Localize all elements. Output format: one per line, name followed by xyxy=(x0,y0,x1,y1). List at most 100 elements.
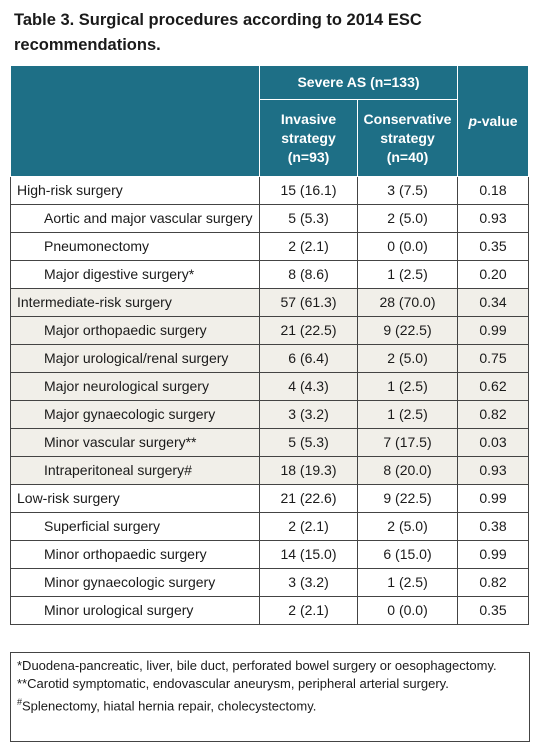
table-footnote: *Duodena-pancreatic, liver, bile duct, p… xyxy=(10,652,530,742)
table-row: Pneumonectomy 2 (2.1) 0 (0.0) 0.35 xyxy=(10,232,529,261)
conservative-value: 2 (5.0) xyxy=(357,204,458,233)
row-label: Intraperitoneal surgery# xyxy=(10,456,260,485)
row-label: Major gynaecologic surgery xyxy=(10,400,260,429)
invasive-value: 3 (3.2) xyxy=(259,568,358,597)
table-body: High-risk surgery 15 (16.1) 3 (7.5) 0.18 Aor… xyxy=(10,176,529,625)
p-value: 0.34 xyxy=(457,288,529,317)
header-conservative-line1: Conservative xyxy=(363,110,452,127)
p-value-suffix: -value xyxy=(477,112,518,129)
surgical-procedures-table: Severe AS (n=133) p-value Invasive strat… xyxy=(10,65,529,625)
row-label: Low-risk surgery xyxy=(10,484,260,513)
conservative-value: 3 (7.5) xyxy=(357,176,458,205)
table-row: Major gynaecologic surgery 3 (3.2) 1 (2.5)… xyxy=(10,400,529,429)
row-label: Major digestive surgery* xyxy=(10,260,260,289)
invasive-value: 18 (19.3) xyxy=(259,456,358,485)
table-row: Minor gynaecologic surgery 3 (3.2) 1 (2.5)… xyxy=(10,568,529,597)
invasive-value: 14 (15.0) xyxy=(259,540,358,569)
table-row: Minor orthopaedic surgery 14 (15.0) 6 (15.… xyxy=(10,540,529,569)
p-value: 0.38 xyxy=(457,512,529,541)
invasive-value: 5 (5.3) xyxy=(259,428,358,457)
header-p-value: p-value xyxy=(457,65,529,177)
header-conservative-strategy: Conservative strategy (n=40) xyxy=(357,99,458,177)
p-value: 0.99 xyxy=(457,540,529,569)
row-label: Aortic and major vascular surgery xyxy=(10,204,260,233)
table-row: Major digestive surgery* 8 (8.6) 1 (2.5) 0.… xyxy=(10,260,529,289)
table-row: Major neurological surgery 4 (4.3) 1 (2.5)… xyxy=(10,372,529,401)
p-value: 0.82 xyxy=(457,568,529,597)
conservative-value: 0 (0.0) xyxy=(357,232,458,261)
p-value: 0.20 xyxy=(457,260,529,289)
row-label: Intermediate-risk surgery xyxy=(10,288,260,317)
p-value: 0.93 xyxy=(457,456,529,485)
table-row: Aortic and major vascular surgery 5 (5.3)… xyxy=(10,204,529,233)
table-row: Intermediate-risk surgery 57 (61.3) 28 (70… xyxy=(10,288,529,317)
conservative-value: 0 (0.0) xyxy=(357,596,458,625)
invasive-value: 3 (3.2) xyxy=(259,400,358,429)
invasive-value: 2 (2.1) xyxy=(259,596,358,625)
footnote-part1: *Duodena-pancreatic, liver, bile duct, p… xyxy=(17,658,497,691)
footnote-hash-mark: # xyxy=(17,697,23,707)
conservative-value: 1 (2.5) xyxy=(357,260,458,289)
table-row: Low-risk surgery 21 (22.6) 9 (22.5) 0.99 xyxy=(10,484,529,513)
invasive-value: 5 (5.3) xyxy=(259,204,358,233)
p-value: 0.62 xyxy=(457,372,529,401)
header-blank-cell xyxy=(10,65,260,177)
row-label: Major urological/renal surgery xyxy=(10,344,260,373)
table-row: Minor vascular surgery** 5 (5.3) 7 (17.5) 0… xyxy=(10,428,529,457)
invasive-value: 8 (8.6) xyxy=(259,260,358,289)
table-row: Minor urological surgery 2 (2.1) 0 (0.0) 0.… xyxy=(10,596,529,625)
p-value: 0.35 xyxy=(457,596,529,625)
header-conservative-line3: (n=40) xyxy=(386,148,429,165)
row-label: Minor orthopaedic surgery xyxy=(10,540,260,569)
table-row: Superficial surgery 2 (2.1) 2 (5.0) 0.38 xyxy=(10,512,529,541)
p-value: 0.99 xyxy=(457,316,529,345)
p-value: 0.03 xyxy=(457,428,529,457)
conservative-value: 7 (17.5) xyxy=(357,428,458,457)
p-value: 0.93 xyxy=(457,204,529,233)
footnote-part2: Splenectomy, hiatal hernia repair, chole… xyxy=(22,698,317,714)
table-row: Intraperitoneal surgery# 18 (19.3) 8 (20.0… xyxy=(10,456,529,485)
conservative-value: 9 (22.5) xyxy=(357,484,458,513)
header-invasive-line1: Invasive xyxy=(280,110,337,127)
conservative-value: 9 (22.5) xyxy=(357,316,458,345)
conservative-value: 1 (2.5) xyxy=(357,372,458,401)
table-caption: Table 3. Surgical procedures according t… xyxy=(14,11,422,54)
conservative-value: 1 (2.5) xyxy=(357,568,458,597)
conservative-value: 8 (20.0) xyxy=(357,456,458,485)
header-conservative-line2: strategy xyxy=(380,129,435,146)
table-row: Major urological/renal surgery 6 (6.4) 2 (… xyxy=(10,344,529,373)
row-label: Major orthopaedic surgery xyxy=(10,316,260,345)
header-invasive-strategy: Invasive strategy (n=93) xyxy=(259,99,358,177)
header-group-severe-as: Severe AS (n=133) xyxy=(259,65,458,100)
p-value: 0.75 xyxy=(457,344,529,373)
table-row: High-risk surgery 15 (16.1) 3 (7.5) 0.18 xyxy=(10,176,529,205)
p-value: 0.35 xyxy=(457,232,529,261)
conservative-value: 2 (5.0) xyxy=(357,512,458,541)
invasive-value: 57 (61.3) xyxy=(259,288,358,317)
conservative-value: 1 (2.5) xyxy=(357,400,458,429)
row-label: Minor vascular surgery** xyxy=(10,428,260,457)
conservative-value: 28 (70.0) xyxy=(357,288,458,317)
p-value: 0.18 xyxy=(457,176,529,205)
row-label: Major neurological surgery xyxy=(10,372,260,401)
header-invasive-line2: strategy xyxy=(281,129,336,146)
row-label: Minor urological surgery xyxy=(10,596,260,625)
table-row: Major orthopaedic surgery 21 (22.5) 9 (22.… xyxy=(10,316,529,345)
p-value: 0.82 xyxy=(457,400,529,429)
row-label: High-risk surgery xyxy=(10,176,260,205)
row-label: Pneumonectomy xyxy=(10,232,260,261)
invasive-value: 2 (2.1) xyxy=(259,232,358,261)
invasive-value: 6 (6.4) xyxy=(259,344,358,373)
invasive-value: 4 (4.3) xyxy=(259,372,358,401)
p-italic: p xyxy=(468,112,478,129)
row-label: Minor gynaecologic surgery xyxy=(10,568,260,597)
invasive-value: 21 (22.5) xyxy=(259,316,358,345)
conservative-value: 6 (15.0) xyxy=(357,540,458,569)
header-invasive-line3: (n=93) xyxy=(287,148,330,165)
invasive-value: 15 (16.1) xyxy=(259,176,358,205)
invasive-value: 2 (2.1) xyxy=(259,512,358,541)
row-label: Superficial surgery xyxy=(10,512,260,541)
invasive-value: 21 (22.6) xyxy=(259,484,358,513)
p-value: 0.99 xyxy=(457,484,529,513)
